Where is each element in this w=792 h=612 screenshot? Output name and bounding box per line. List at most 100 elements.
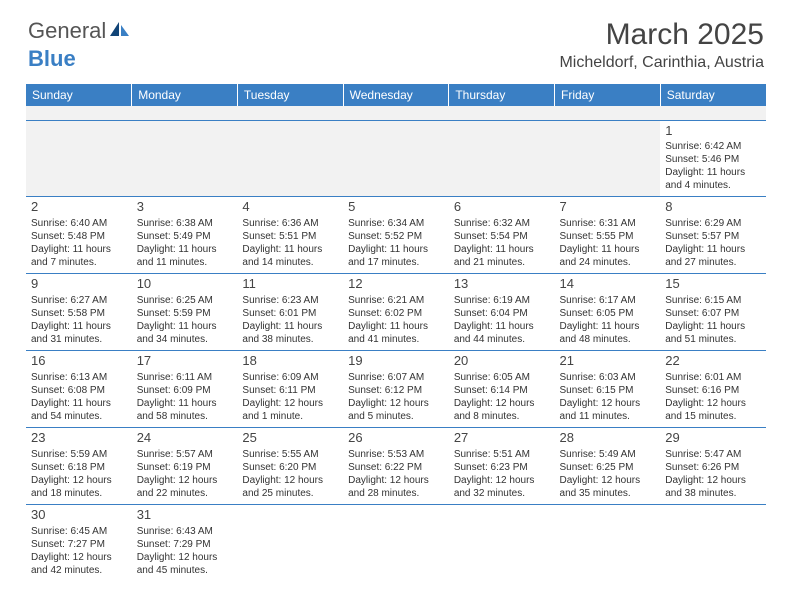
daylight-2: and 15 minutes. xyxy=(665,410,761,423)
daylight-1: Daylight: 11 hours xyxy=(137,320,233,333)
day-number: 11 xyxy=(242,276,338,293)
day-cell: 12Sunrise: 6:21 AMSunset: 6:02 PMDayligh… xyxy=(343,274,449,351)
day-number: 2 xyxy=(31,199,127,216)
daylight-1: Daylight: 11 hours xyxy=(665,320,761,333)
day-cell: 16Sunrise: 6:13 AMSunset: 6:08 PMDayligh… xyxy=(26,351,132,428)
day-cell: 21Sunrise: 6:03 AMSunset: 6:15 PMDayligh… xyxy=(555,351,661,428)
daylight-1: Daylight: 11 hours xyxy=(242,243,338,256)
sunrise: Sunrise: 6:19 AM xyxy=(454,294,550,307)
sunset: Sunset: 5:58 PM xyxy=(31,307,127,320)
sunrise: Sunrise: 6:32 AM xyxy=(454,217,550,230)
empty-cell xyxy=(449,120,555,197)
sunrise: Sunrise: 6:34 AM xyxy=(348,217,444,230)
sunset: Sunset: 5:54 PM xyxy=(454,230,550,243)
day-cell: 25Sunrise: 5:55 AMSunset: 6:20 PMDayligh… xyxy=(237,428,343,505)
week-6: 30Sunrise: 6:45 AMSunset: 7:27 PMDayligh… xyxy=(26,504,766,580)
sunrise: Sunrise: 6:11 AM xyxy=(137,371,233,384)
daylight-2: and 25 minutes. xyxy=(242,487,338,500)
day-cell: 18Sunrise: 6:09 AMSunset: 6:11 PMDayligh… xyxy=(237,351,343,428)
day-number: 22 xyxy=(665,353,761,370)
location-text: Micheldorf, Carinthia, Austria xyxy=(559,54,764,72)
day-number: 8 xyxy=(665,199,761,216)
sunset: Sunset: 6:26 PM xyxy=(665,461,761,474)
spacer-row xyxy=(26,106,766,120)
week-3: 9Sunrise: 6:27 AMSunset: 5:58 PMDaylight… xyxy=(26,274,766,351)
day-number: 14 xyxy=(560,276,656,293)
daylight-2: and 18 minutes. xyxy=(31,487,127,500)
sunset: Sunset: 6:11 PM xyxy=(242,384,338,397)
sunset: Sunset: 6:20 PM xyxy=(242,461,338,474)
daylight-2: and 11 minutes. xyxy=(137,256,233,269)
day-cell: 24Sunrise: 5:57 AMSunset: 6:19 PMDayligh… xyxy=(132,428,238,505)
day-number: 16 xyxy=(31,353,127,370)
day-number: 4 xyxy=(242,199,338,216)
sunset: Sunset: 6:16 PM xyxy=(665,384,761,397)
day-cell: 22Sunrise: 6:01 AMSunset: 6:16 PMDayligh… xyxy=(660,351,766,428)
daylight-2: and 24 minutes. xyxy=(560,256,656,269)
daylight-2: and 34 minutes. xyxy=(137,333,233,346)
day-cell: 29Sunrise: 5:47 AMSunset: 6:26 PMDayligh… xyxy=(660,428,766,505)
day-cell: 17Sunrise: 6:11 AMSunset: 6:09 PMDayligh… xyxy=(132,351,238,428)
daylight-1: Daylight: 12 hours xyxy=(348,397,444,410)
sunrise: Sunrise: 5:53 AM xyxy=(348,448,444,461)
sunrise: Sunrise: 6:03 AM xyxy=(560,371,656,384)
day-number: 6 xyxy=(454,199,550,216)
daylight-1: Daylight: 11 hours xyxy=(31,320,127,333)
daylight-2: and 38 minutes. xyxy=(242,333,338,346)
daylight-1: Daylight: 12 hours xyxy=(137,551,233,564)
day-number: 25 xyxy=(242,430,338,447)
daylight-1: Daylight: 12 hours xyxy=(560,474,656,487)
empty-cell xyxy=(343,504,449,580)
daylight-2: and 35 minutes. xyxy=(560,487,656,500)
daylight-1: Daylight: 12 hours xyxy=(665,474,761,487)
col-thu: Thursday xyxy=(449,84,555,106)
day-number: 15 xyxy=(665,276,761,293)
daylight-2: and 5 minutes. xyxy=(348,410,444,423)
daylight-1: Daylight: 12 hours xyxy=(242,474,338,487)
day-number: 7 xyxy=(560,199,656,216)
week-4: 16Sunrise: 6:13 AMSunset: 6:08 PMDayligh… xyxy=(26,351,766,428)
daylight-1: Daylight: 12 hours xyxy=(31,551,127,564)
daylight-2: and 27 minutes. xyxy=(665,256,761,269)
daylight-1: Daylight: 11 hours xyxy=(348,243,444,256)
day-cell: 28Sunrise: 5:49 AMSunset: 6:25 PMDayligh… xyxy=(555,428,661,505)
daylight-1: Daylight: 11 hours xyxy=(665,166,761,179)
daylight-2: and 44 minutes. xyxy=(454,333,550,346)
logo-sail-icon xyxy=(109,20,131,38)
daylight-1: Daylight: 12 hours xyxy=(560,397,656,410)
sunrise: Sunrise: 5:49 AM xyxy=(560,448,656,461)
sunset: Sunset: 5:55 PM xyxy=(560,230,656,243)
day-number: 30 xyxy=(31,507,127,524)
day-number: 21 xyxy=(560,353,656,370)
sunrise: Sunrise: 6:15 AM xyxy=(665,294,761,307)
daylight-2: and 11 minutes. xyxy=(560,410,656,423)
day-number: 13 xyxy=(454,276,550,293)
sunrise: Sunrise: 5:55 AM xyxy=(242,448,338,461)
sunrise: Sunrise: 5:51 AM xyxy=(454,448,550,461)
day-number: 17 xyxy=(137,353,233,370)
sunrise: Sunrise: 6:29 AM xyxy=(665,217,761,230)
sunrise: Sunrise: 6:21 AM xyxy=(348,294,444,307)
daylight-1: Daylight: 12 hours xyxy=(242,397,338,410)
sunrise: Sunrise: 5:47 AM xyxy=(665,448,761,461)
daylight-1: Daylight: 12 hours xyxy=(31,474,127,487)
sunset: Sunset: 6:09 PM xyxy=(137,384,233,397)
day-cell: 31Sunrise: 6:43 AMSunset: 7:29 PMDayligh… xyxy=(132,504,238,580)
daylight-2: and 54 minutes. xyxy=(31,410,127,423)
daylight-1: Daylight: 11 hours xyxy=(31,243,127,256)
week-5: 23Sunrise: 5:59 AMSunset: 6:18 PMDayligh… xyxy=(26,428,766,505)
sunset: Sunset: 6:05 PM xyxy=(560,307,656,320)
day-number: 3 xyxy=(137,199,233,216)
daylight-2: and 32 minutes. xyxy=(454,487,550,500)
day-cell: 23Sunrise: 5:59 AMSunset: 6:18 PMDayligh… xyxy=(26,428,132,505)
daylight-2: and 4 minutes. xyxy=(665,179,761,192)
empty-cell xyxy=(555,504,661,580)
empty-cell xyxy=(237,120,343,197)
week-2: 2Sunrise: 6:40 AMSunset: 5:48 PMDaylight… xyxy=(26,197,766,274)
sunset: Sunset: 6:12 PM xyxy=(348,384,444,397)
day-cell: 1Sunrise: 6:42 AMSunset: 5:46 PMDaylight… xyxy=(660,120,766,197)
sunrise: Sunrise: 6:05 AM xyxy=(454,371,550,384)
day-number: 31 xyxy=(137,507,233,524)
day-number: 12 xyxy=(348,276,444,293)
col-sat: Saturday xyxy=(660,84,766,106)
